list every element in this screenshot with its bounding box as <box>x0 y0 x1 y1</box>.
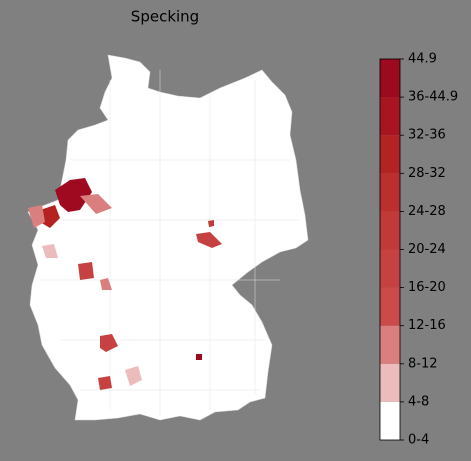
colorbar-label: 16-20 <box>408 280 446 295</box>
colorbar-segment <box>380 249 400 288</box>
colorbar-segment <box>380 97 400 136</box>
country-outline <box>27 54 309 421</box>
region <box>100 278 112 290</box>
germany-map <box>27 54 309 421</box>
region <box>125 366 142 386</box>
region <box>42 244 58 258</box>
colorbar-segment <box>380 135 400 174</box>
colorbar-label: 28-32 <box>408 166 446 181</box>
region <box>208 220 214 227</box>
region <box>196 232 222 248</box>
colorbar-label: 20-24 <box>408 242 446 257</box>
region <box>28 205 45 228</box>
colorbar-segment <box>380 211 400 250</box>
colorbar-segment <box>380 173 400 212</box>
colorbar-label: 0-4 <box>408 433 429 448</box>
colorbar-segment <box>380 363 400 402</box>
region <box>80 194 112 214</box>
region <box>78 262 94 280</box>
colorbar-segment <box>380 59 400 98</box>
region-boundaries <box>40 70 300 415</box>
colorbar-label: 24-28 <box>408 204 446 219</box>
colorbar-label: 12-16 <box>408 318 446 333</box>
colorbar-label: 32-36 <box>408 128 446 143</box>
region <box>196 354 202 360</box>
colorbar-segment <box>380 401 400 440</box>
region <box>98 376 112 390</box>
region <box>40 205 60 228</box>
map-title: Specking <box>131 8 199 26</box>
region <box>100 334 118 352</box>
colorbar-segment <box>380 325 400 364</box>
region <box>55 178 92 212</box>
colorbar-label: 4-8 <box>408 394 429 409</box>
colorbar-label: 44.9 <box>408 52 437 67</box>
colorbar-label: 8-12 <box>408 356 438 371</box>
colorbar-segment <box>380 287 400 326</box>
colorbar-label: 36-44.9 <box>408 90 458 105</box>
colorbar: 0-4 4-8 8-12 12-16 16-20 20-24 24-28 28-32 32-36… <box>379 52 458 448</box>
